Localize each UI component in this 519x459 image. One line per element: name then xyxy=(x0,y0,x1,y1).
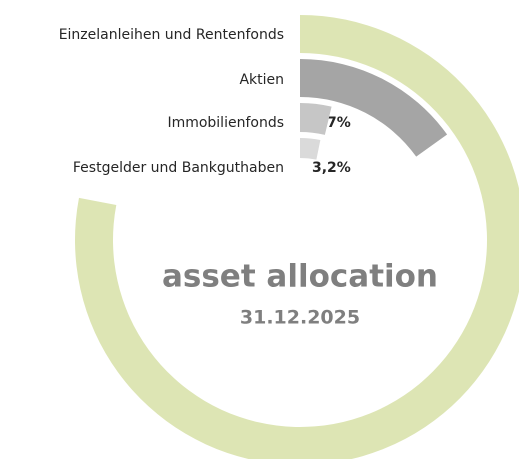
ring-bar xyxy=(300,103,332,135)
category-label: Festgelder und Bankguthaben xyxy=(73,160,284,176)
ring-bar xyxy=(300,59,448,157)
category-label: Aktien xyxy=(239,72,284,88)
chart-title: asset allocation xyxy=(162,259,438,295)
value-label: 3,2% xyxy=(312,160,351,176)
chart-subtitle: 31.12.2025 xyxy=(240,307,360,329)
category-label: Einzelanleihen und Rentenfonds xyxy=(59,27,284,43)
ring-bar xyxy=(300,138,321,160)
category-label: Immobilienfonds xyxy=(167,115,284,131)
ring-bar xyxy=(75,15,519,459)
